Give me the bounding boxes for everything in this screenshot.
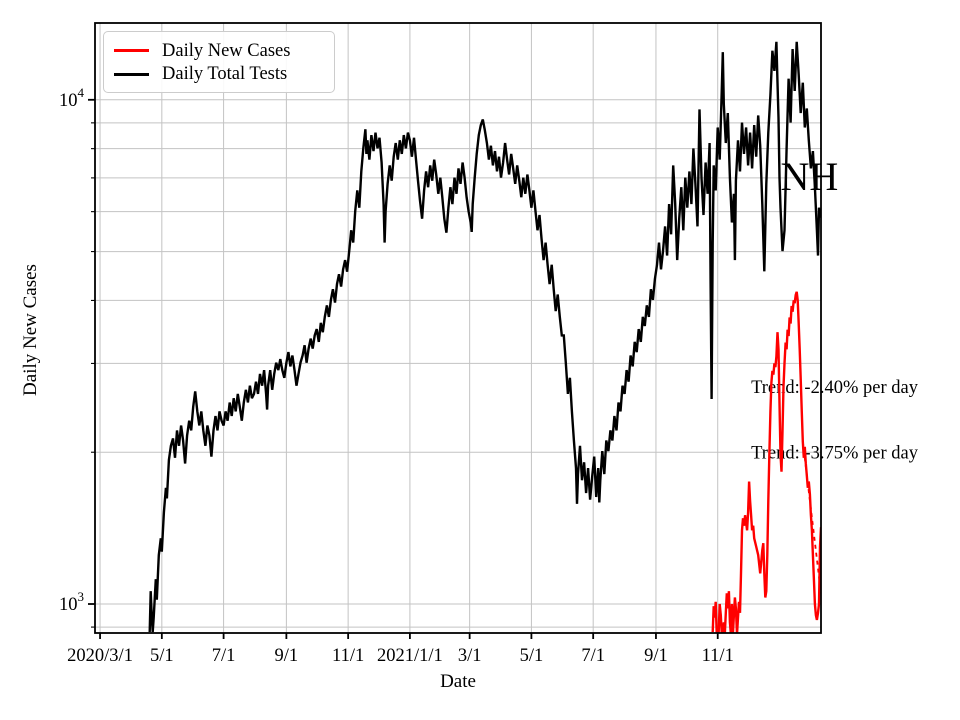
y-axis-tick-label: 104	[59, 85, 85, 111]
legend-label-daily-new-cases: Daily New Cases	[162, 40, 291, 61]
x-axis-tick-label: 11/1	[332, 646, 364, 666]
legend-item-daily-total-tests: Daily Total Tests	[114, 63, 324, 87]
y-axis-tick-label: 103	[59, 589, 84, 615]
legend-line-sample-red	[114, 49, 149, 53]
legend-line-sample-black	[114, 72, 149, 76]
x-axis-tick-label: 9/1	[275, 646, 299, 666]
y-axis-label: Daily New Cases	[20, 264, 41, 396]
legend: Daily New Cases Daily Total Tests	[103, 31, 335, 93]
x-axis-tick-label: 2020/3/1	[67, 646, 133, 666]
x-axis-tick-label: 7/1	[212, 646, 236, 666]
x-axis-tick-label: 9/1	[644, 646, 668, 666]
annotation-trend-lower: Trend: -3.75% per day	[751, 444, 919, 464]
x-axis-tick-label: 2021/1/1	[377, 646, 443, 666]
series-daily-new-cases-trend-fit	[801, 441, 821, 594]
annotation-trend-upper: Trend: -2.40% per day	[751, 378, 919, 398]
x-axis-tick-label: 11/1	[702, 646, 734, 666]
x-axis-tick-label: 5/1	[150, 646, 174, 666]
legend-label-daily-total-tests: Daily Total Tests	[162, 64, 288, 84]
series-group	[148, 41, 821, 633]
legend-item-daily-new-cases: Daily New Cases	[114, 39, 324, 63]
x-axis-label: Date	[440, 671, 476, 692]
x-axis-tick-label: 3/1	[458, 646, 482, 666]
series-daily-total-tests	[148, 41, 821, 633]
axes-ticks	[88, 98, 719, 639]
x-axis-tick-label: 5/1	[520, 646, 544, 666]
plot-border	[94, 22, 822, 634]
x-axis-tick-label: 7/1	[581, 646, 605, 666]
series-daily-new-cases	[711, 291, 821, 633]
